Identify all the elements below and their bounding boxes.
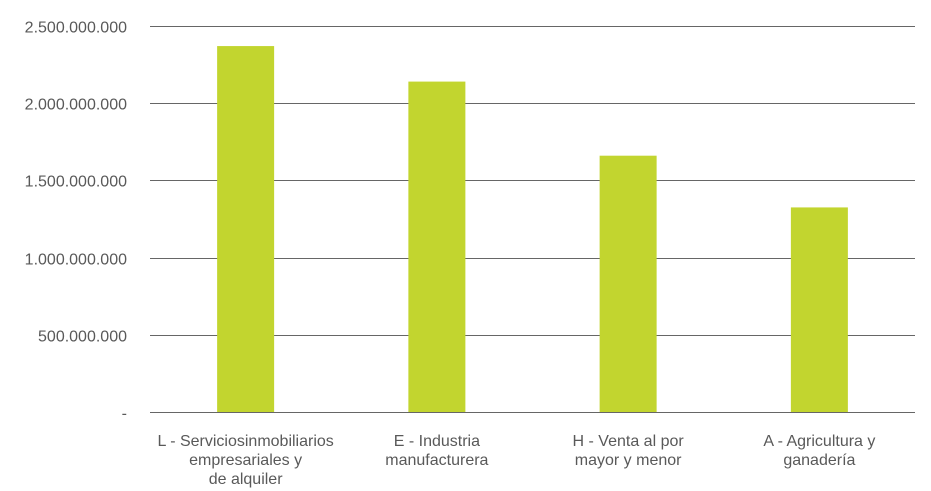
x-category-label-line: E - Industria [394,433,480,450]
bars [217,46,848,413]
x-category-label-line: empresariales y [189,452,302,469]
x-category-label: H - Venta al por mayor y menor [573,433,685,469]
gridlines [150,26,915,413]
x-category-label-line: de alquiler [209,471,284,488]
x-category-label: E - Industria manufacturera [385,433,488,469]
x-category-label-line: L - Serviciosinmobiliarios [157,433,333,450]
bar [408,81,466,413]
x-axis-category-labels: L - Serviciosinmobiliarios empresariales … [157,433,875,488]
bar [217,46,275,413]
y-tick-label: - [122,406,127,423]
x-category-label: L - Serviciosinmobiliarios empresariales … [157,433,333,488]
y-axis-tick-labels: - 500.000.000 1.000.000.000 1.500.000.000 2.… [25,20,127,423]
y-tick-label: 2.500.000.000 [25,20,127,37]
bar [599,155,657,413]
bar [790,207,848,412]
x-category-label-line: manufacturera [385,452,488,469]
x-category-label: A - Agricultura y ganadería [763,433,875,469]
y-tick-label: 500.000.000 [38,329,127,346]
y-tick-label: 1.000.000.000 [25,252,127,269]
y-tick-label: 1.500.000.000 [25,174,127,191]
y-tick-label: 2.000.000.000 [25,97,127,114]
x-category-label-line: A - Agricultura y [763,433,875,450]
x-category-label-line: ganadería [783,452,855,469]
x-category-label-line: H - Venta al por [573,433,685,450]
x-category-label-line: mayor y menor [575,452,682,469]
